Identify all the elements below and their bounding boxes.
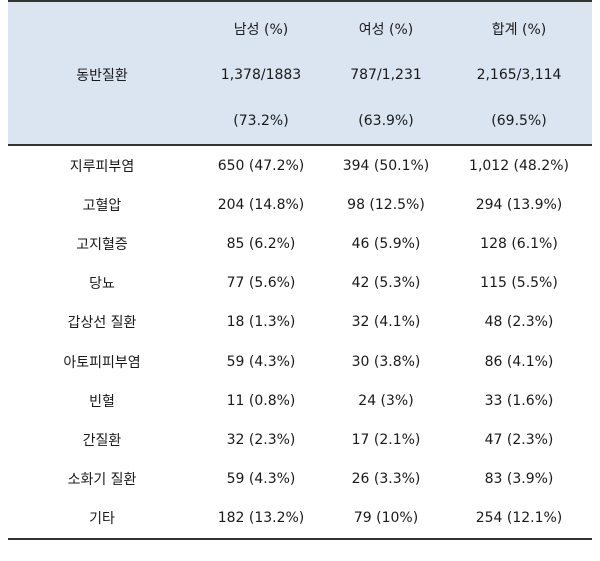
row-female: 17 (2.1%) [351, 431, 421, 448]
row-total: 83 (3.9%) [484, 471, 554, 488]
row-female: 24 (3%) [358, 392, 414, 409]
table-row: 소화기 질환 59 (4.3%) 26 (3.3%) 83 (3.9%) [8, 460, 592, 499]
table-row: 간질환 32 (2.3%) 17 (2.1%) 47 (2.3%) [8, 420, 592, 459]
header-male-pct: (73.2%) [196, 98, 326, 146]
table-row: 당뇨 77 (5.6%) 42 (5.3%) 115 (5.5%) [8, 264, 592, 303]
row-female: 26 (3.3%) [351, 471, 421, 488]
row-male: 650 (47.2%) [217, 157, 305, 174]
row-total: 254 (12.1%) [446, 498, 592, 540]
row-name: 아토피피부염 [63, 354, 141, 371]
row-female: 79 (10%) [326, 498, 446, 540]
row-female: 394 (50.1%) [342, 157, 430, 174]
row-total: 294 (13.9%) [475, 196, 563, 213]
header-row-label: 동반질환 [76, 68, 128, 84]
row-female: 30 (3.8%) [351, 353, 421, 370]
header-empty-cell [8, 98, 196, 146]
row-total: 33 (1.6%) [484, 392, 554, 409]
row-male: 204 (14.8%) [217, 196, 305, 213]
row-name: 갑상선 질환 [67, 315, 137, 332]
row-name: 고혈압 [82, 197, 122, 214]
table-row: 아토피피부염 59 (4.3%) 30 (3.8%) 86 (4.1%) [8, 342, 592, 381]
header-male-title: 남성 (%) [233, 22, 289, 38]
row-male: 32 (2.3%) [226, 431, 296, 448]
row-male: 182 (13.2%) [196, 498, 326, 540]
row-total: 1,012 (48.2%) [469, 157, 569, 174]
header-empty-cell [8, 1, 196, 52]
row-male: 18 (1.3%) [226, 314, 296, 331]
table-row: 빈혈 11 (0.8%) 24 (3%) 33 (1.6%) [8, 381, 592, 420]
row-name: 소화기 질환 [67, 472, 137, 489]
row-female: 98 (12.5%) [347, 196, 425, 213]
row-name: 고지혈증 [76, 236, 128, 253]
row-name: 간질환 [82, 432, 122, 449]
row-female: 42 (5.3%) [351, 275, 421, 292]
row-female: 32 (4.1%) [351, 314, 421, 331]
table-row: 갑상선 질환 18 (1.3%) 32 (4.1%) 48 (2.3%) [8, 303, 592, 342]
row-name: 기타 [8, 498, 196, 540]
row-name: 당뇨 [89, 276, 115, 293]
header-female-pct: (63.9%) [326, 98, 446, 146]
table-body: 지루피부염 650 (47.2%) 394 (50.1%) 1,012 (48.… [8, 145, 592, 540]
row-male: 59 (4.3%) [226, 353, 296, 370]
row-total: 115 (5.5%) [480, 275, 558, 292]
comorbidity-table: 남성 (%) 여성 (%) 합계 (%) 동반질환 1,378/1883 787… [8, 0, 592, 540]
header-total-count: 2,165/3,114 [476, 67, 562, 83]
table-row: 고혈압 204 (14.8%) 98 (12.5%) 294 (13.9%) [8, 185, 592, 224]
row-total: 128 (6.1%) [480, 235, 558, 252]
table-row: 고지혈증 85 (6.2%) 46 (5.9%) 128 (6.1%) [8, 224, 592, 263]
row-total: 47 (2.3%) [484, 431, 554, 448]
row-name: 지루피부염 [69, 158, 135, 175]
row-male: 77 (5.6%) [226, 275, 296, 292]
header-row-percents: (73.2%) (63.9%) (69.5%) [8, 98, 592, 146]
header-female-count: 787/1,231 [350, 67, 422, 83]
header-total-pct: (69.5%) [446, 98, 592, 146]
table-row: 기타 182 (13.2%) 79 (10%) 254 (12.1%) [8, 498, 592, 540]
table-header: 남성 (%) 여성 (%) 합계 (%) 동반질환 1,378/1883 787… [8, 1, 592, 146]
row-total: 48 (2.3%) [484, 314, 554, 331]
header-row-titles: 남성 (%) 여성 (%) 합계 (%) [8, 1, 592, 52]
row-male: 59 (4.3%) [226, 471, 296, 488]
row-female: 46 (5.9%) [351, 235, 421, 252]
header-male-count: 1,378/1883 [220, 67, 302, 83]
table-row: 지루피부염 650 (47.2%) 394 (50.1%) 1,012 (48.… [8, 145, 592, 185]
header-row-counts: 동반질환 1,378/1883 787/1,231 2,165/3,114 [8, 52, 592, 98]
row-name: 빈혈 [89, 393, 115, 410]
row-male: 85 (6.2%) [226, 235, 296, 252]
row-male: 11 (0.8%) [226, 392, 296, 409]
header-total-title: 합계 (%) [491, 22, 547, 38]
row-total: 86 (4.1%) [484, 353, 554, 370]
header-female-title: 여성 (%) [358, 22, 414, 38]
